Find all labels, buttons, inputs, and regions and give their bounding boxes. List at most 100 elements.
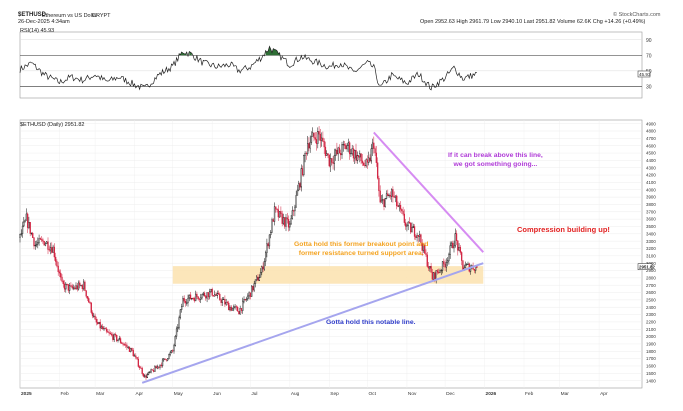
candle-body	[443, 261, 445, 265]
candle-body	[21, 225, 24, 234]
x-tick-label: May	[174, 391, 184, 397]
candle-body	[191, 298, 193, 300]
price-tick-label: 1500	[646, 371, 656, 376]
candle-body	[183, 298, 185, 302]
candle-body	[89, 302, 91, 304]
candle-body	[432, 272, 435, 280]
candle-body	[382, 199, 384, 201]
candle-body	[448, 254, 450, 261]
candle-body	[235, 306, 238, 308]
candle-body	[196, 293, 198, 297]
candle-body	[68, 285, 71, 291]
candle-body	[277, 209, 280, 218]
candle-body	[215, 294, 217, 296]
candle-body	[240, 308, 243, 311]
candle-body	[449, 245, 451, 255]
candle-body	[65, 283, 67, 290]
candle-body	[341, 144, 343, 156]
candle-body	[127, 346, 129, 348]
chart-date: 26-Dec-2025 4:34am	[18, 19, 70, 25]
candle-body	[337, 147, 339, 155]
candle-body	[431, 272, 434, 280]
price-tick-label: 4200	[646, 173, 656, 178]
x-tick-label: Apr	[136, 391, 144, 397]
candle-body	[392, 189, 394, 197]
candle-body	[203, 292, 206, 297]
candle-body	[192, 298, 194, 300]
candle-body	[441, 261, 444, 271]
candle-body	[243, 299, 245, 302]
candle-body	[75, 285, 77, 289]
candle-body	[338, 147, 341, 154]
candle-body	[233, 306, 235, 309]
upper-trendline-label: If it can break above this line, we got …	[448, 152, 543, 168]
candle-body	[253, 283, 255, 291]
candle-body	[116, 335, 118, 341]
candle-body	[356, 155, 358, 161]
x-tick-label: Dec	[446, 391, 455, 397]
candle-body	[466, 263, 468, 266]
candle-body	[364, 165, 366, 167]
candle-body	[103, 328, 105, 330]
candle-body	[270, 232, 272, 236]
compression-label: Compression building up!	[517, 225, 610, 234]
candle-body	[99, 321, 101, 329]
candle-body	[444, 263, 446, 268]
candle-body	[39, 238, 42, 240]
candle-body	[202, 292, 204, 295]
candle-body	[138, 366, 141, 369]
candle-body	[310, 136, 313, 143]
candle-body	[396, 195, 398, 207]
candle-body	[374, 148, 376, 154]
candle-body	[123, 344, 126, 346]
candle-body	[200, 297, 202, 300]
candle-body	[435, 270, 437, 280]
candle-body	[245, 298, 248, 300]
price-tick-label: 4600	[646, 143, 656, 148]
price-tick-label: 2300	[646, 312, 656, 317]
candle-body	[455, 233, 458, 241]
price-tick-label: 3400	[646, 231, 656, 236]
price-tick-label: 4000	[646, 187, 656, 192]
candle-body	[57, 265, 59, 272]
candle-body	[334, 149, 337, 156]
instrument-name: Ethereum vs US Dollar	[42, 12, 98, 19]
candle-body	[407, 221, 409, 226]
candle-body	[184, 301, 187, 304]
candle-body	[322, 137, 324, 142]
candle-body	[112, 334, 114, 340]
candle-body	[207, 292, 210, 298]
candle-body	[362, 162, 365, 166]
candle-body	[278, 211, 281, 218]
candle-body	[346, 145, 348, 150]
price-tick-label: 2100	[646, 327, 656, 332]
candle-body	[211, 288, 213, 296]
price-tick-label: 2700	[646, 283, 656, 288]
candle-body	[413, 226, 416, 237]
candle-body	[105, 328, 108, 332]
candle-body	[272, 219, 274, 222]
candle-body	[229, 306, 231, 311]
candle-body	[147, 371, 150, 375]
candle-body	[44, 243, 47, 246]
watermark: © StockCharts.com	[613, 12, 661, 18]
candle-body	[421, 242, 423, 251]
candle-body	[137, 358, 140, 367]
candle-body	[136, 357, 138, 360]
price-tick-label: 4400	[646, 158, 656, 163]
candle-body	[56, 261, 58, 267]
candle-body	[264, 252, 267, 262]
candle-body	[48, 249, 50, 251]
candle-body	[231, 307, 234, 311]
candle-body	[228, 302, 230, 311]
candle-body	[315, 139, 318, 144]
candle-body	[160, 364, 162, 367]
candle-body	[282, 217, 285, 224]
candle-body	[401, 209, 403, 212]
x-tick-label: Feb	[525, 391, 534, 397]
candle-body	[460, 252, 463, 261]
candle-body	[383, 199, 385, 207]
price-tick-label: 3800	[646, 202, 656, 207]
support-zone-label: Gotta hold this former breakout point an…	[294, 241, 429, 257]
candle-body	[152, 369, 155, 372]
